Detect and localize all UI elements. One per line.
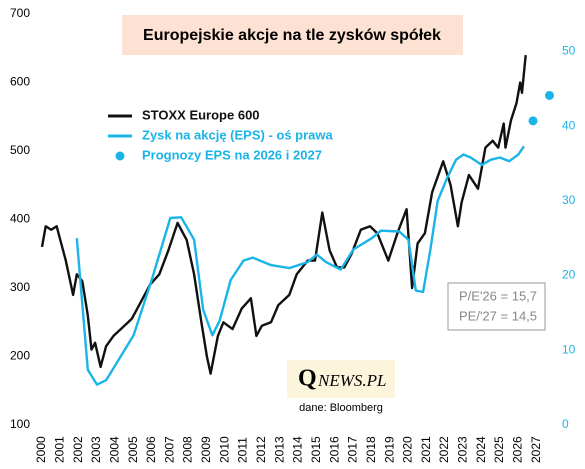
y-tick-label: 500 (10, 143, 30, 157)
y2-tick-label: 50 (562, 44, 576, 58)
x-tick-label: 2013 (272, 436, 286, 463)
source: dane: Bloomberg (299, 402, 383, 414)
y2-tick-label: 40 (562, 118, 576, 132)
x-tick-label: 2007 (162, 436, 176, 463)
x-tick-label: 2001 (52, 436, 66, 463)
x-tick-label: 2009 (199, 436, 213, 463)
x-tick-label: 2018 (364, 436, 378, 463)
y-tick-label: 100 (10, 417, 30, 431)
legend-label: STOXX Europe 600 (142, 107, 260, 122)
x-tick-label: 2020 (401, 436, 415, 463)
pe-note: P/E'26 = 15,7 (459, 288, 537, 303)
series-line (75, 145, 525, 386)
y-tick-label: 700 (10, 6, 30, 20)
y-tick-label: 600 (10, 75, 30, 89)
x-tick-label: 2023 (456, 436, 470, 463)
y2-tick-label: 20 (562, 268, 576, 282)
y-tick-label: 200 (10, 349, 30, 363)
y-tick-label: 400 (10, 212, 30, 226)
x-tick-label: 2017 (346, 436, 360, 463)
logo: Q (298, 366, 317, 392)
y2-tick-label: 0 (562, 417, 569, 431)
legend-swatch (115, 151, 125, 161)
legend-label: Zysk na akcję (EPS) - oś prawa (142, 127, 334, 142)
series-line (40, 54, 527, 375)
x-tick-label: 2014 (291, 436, 305, 463)
x-tick-label: 2025 (492, 436, 506, 463)
x-tick-label: 2021 (419, 436, 433, 463)
y2-tick-label: 30 (562, 193, 576, 207)
y-tick-label: 300 (10, 280, 30, 294)
x-tick-label: 2022 (437, 436, 451, 463)
x-tick-label: 2027 (529, 436, 543, 463)
x-tick-label: 2000 (34, 436, 48, 463)
logo-box (287, 360, 395, 398)
y2-tick-label: 10 (562, 342, 576, 356)
x-tick-label: 2026 (511, 436, 525, 463)
x-tick-label: 2005 (126, 436, 140, 463)
x-tick-label: 2015 (309, 436, 323, 463)
pe-note: PE/'27 = 14,5 (459, 308, 537, 323)
x-tick-label: 2011 (236, 437, 250, 463)
x-tick-label: 2010 (217, 436, 231, 463)
chart-title: Europejskie akcje na tle zysków spółek (143, 27, 441, 44)
x-tick-label: 2003 (89, 436, 103, 463)
x-tick-label: 2002 (71, 436, 85, 463)
x-tick-label: 2006 (144, 436, 158, 463)
forecast-dot (545, 90, 555, 100)
legend-label: Prognozy EPS na 2026 i 2027 (142, 147, 322, 162)
x-tick-label: 2016 (327, 436, 341, 463)
logo: NEWS.PL (317, 371, 386, 390)
x-tick-label: 2019 (382, 436, 396, 463)
title-box (122, 15, 463, 55)
x-tick-label: 2024 (474, 436, 488, 463)
x-tick-label: 2008 (181, 436, 195, 463)
forecast-dot (528, 116, 538, 126)
pe-box (447, 282, 546, 331)
x-tick-label: 2012 (254, 436, 268, 463)
x-tick-label: 2004 (107, 436, 121, 463)
